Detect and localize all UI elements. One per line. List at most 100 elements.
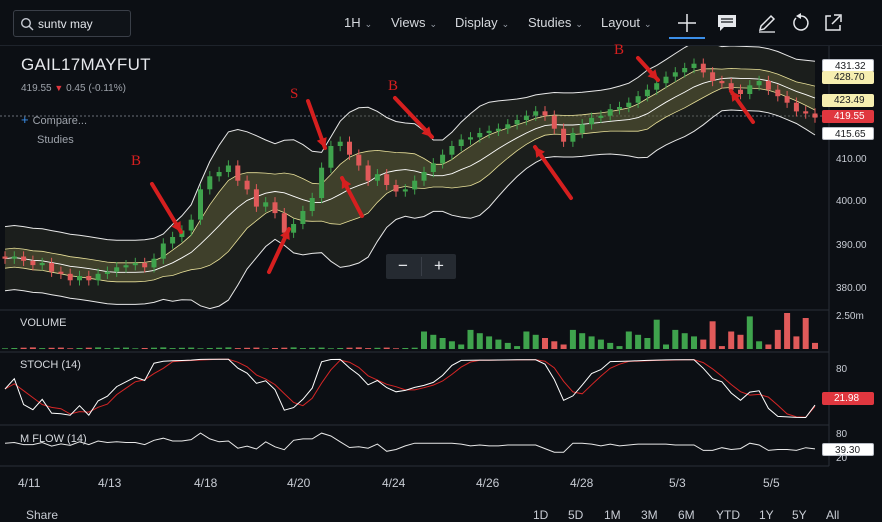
candle-body	[756, 81, 762, 86]
candle-body	[505, 124, 511, 129]
candle-body	[142, 263, 148, 268]
candle-body	[132, 263, 138, 266]
volume-bar	[132, 348, 139, 349]
symbol-search-input[interactable]	[38, 15, 128, 33]
annotation-arrow-head	[535, 147, 545, 158]
lower-band-tag: 415.65	[822, 127, 874, 140]
candle-body	[533, 111, 539, 116]
period-5y-button[interactable]: 5Y	[792, 508, 807, 522]
volume-bar	[467, 329, 474, 349]
symbol-search-box[interactable]	[13, 10, 131, 37]
studies-link[interactable]: Studies	[37, 134, 74, 146]
candle-body	[86, 276, 92, 281]
volume-bar	[113, 347, 120, 349]
volume-bar	[542, 338, 548, 349]
candle-body	[691, 63, 697, 68]
volume-bar	[495, 339, 502, 349]
views-label: Views	[391, 15, 426, 30]
period-all-button[interactable]: All	[826, 508, 840, 522]
candle-body	[598, 115, 604, 118]
popout-icon[interactable]	[822, 12, 844, 34]
date-tick: 4/24	[382, 476, 406, 490]
candle-body	[309, 198, 315, 211]
volume-bar	[29, 347, 36, 349]
volume-bar	[272, 348, 278, 349]
compare-button[interactable]: + Compare...	[21, 112, 87, 127]
candle-body	[617, 107, 622, 110]
candle-body	[95, 273, 101, 281]
share-button[interactable]: Share	[26, 508, 59, 522]
candle-body	[170, 237, 176, 244]
volume-bar	[197, 348, 204, 349]
candle-body	[672, 72, 678, 77]
interval-selector[interactable]: 1H ⌄	[344, 15, 372, 30]
candle-body	[263, 202, 269, 207]
period-1y-button[interactable]: 1Y	[759, 508, 774, 522]
candle-body	[216, 172, 222, 177]
candle-body	[682, 68, 688, 73]
interval-label: 1H	[344, 15, 361, 30]
period-1m-button[interactable]: 1M	[604, 508, 621, 522]
volume-bar	[532, 334, 539, 349]
pencil-icon[interactable]	[756, 12, 778, 34]
volume-bar	[709, 321, 716, 349]
plus-icon: +	[21, 112, 29, 127]
candle-body	[747, 85, 753, 94]
annotation-arrows	[150, 56, 755, 274]
candle-body	[486, 130, 492, 133]
crosshair-icon[interactable]	[676, 12, 698, 34]
volume-bar	[216, 347, 223, 349]
candle-body	[393, 185, 399, 192]
period-5d-button[interactable]: 5D	[568, 508, 584, 522]
reset-icon[interactable]	[790, 12, 812, 34]
period-ytd-button[interactable]: YTD	[716, 508, 740, 522]
views-menu[interactable]: Views ⌄	[391, 15, 437, 30]
candle-body	[281, 213, 287, 233]
candle-body	[160, 243, 166, 259]
annotation-arrow-head	[316, 137, 327, 148]
candle-body	[151, 258, 157, 268]
candle-body	[495, 128, 501, 131]
volume-bar	[318, 347, 325, 349]
zoom-out-button[interactable]: −	[398, 256, 408, 275]
candle-body	[253, 189, 259, 207]
studies-menu[interactable]: Studies ⌄	[528, 15, 583, 30]
candle-body	[188, 219, 194, 231]
volume-bar	[551, 341, 558, 349]
volume-bar	[421, 331, 427, 349]
candle-body	[21, 256, 27, 261]
zoom-in-button[interactable]: +	[434, 256, 444, 275]
candle-body	[272, 202, 278, 214]
stoch-d-line	[4, 358, 816, 418]
volume-bar	[76, 348, 83, 349]
upper-bollinger-line	[4, 46, 816, 241]
period-1d-button[interactable]: 1D	[533, 508, 549, 522]
period-3m-button[interactable]: 3M	[641, 508, 658, 522]
volume-bar	[253, 347, 260, 349]
down-arrow-icon: ▼	[54, 83, 64, 93]
candle-body	[39, 263, 45, 266]
candle-body	[710, 72, 716, 81]
stoch-panel-label: STOCH (14)	[20, 359, 81, 371]
volume-bar	[579, 333, 586, 349]
candle-body	[356, 154, 362, 166]
candle-body	[700, 63, 706, 73]
comment-icon[interactable]	[716, 12, 738, 34]
volume-bar	[374, 347, 381, 349]
volume-bar	[95, 347, 102, 349]
volume-bar	[691, 336, 697, 349]
last-price: 419.55	[21, 83, 52, 94]
period-6m-button[interactable]: 6M	[678, 508, 695, 522]
candle-body	[198, 189, 203, 220]
candle-body	[738, 89, 743, 94]
volume-bar	[383, 347, 390, 349]
price-chart[interactable]	[0, 46, 882, 500]
layout-menu[interactable]: Layout ⌄	[601, 15, 652, 30]
display-menu[interactable]: Display ⌄	[455, 15, 509, 30]
price-tick: 400.00	[836, 196, 867, 207]
lower-bollinger-line	[4, 109, 816, 310]
volume-bar	[793, 336, 800, 349]
volume-bar	[756, 341, 763, 349]
candle-body	[579, 124, 585, 133]
volume-bar	[430, 334, 437, 349]
